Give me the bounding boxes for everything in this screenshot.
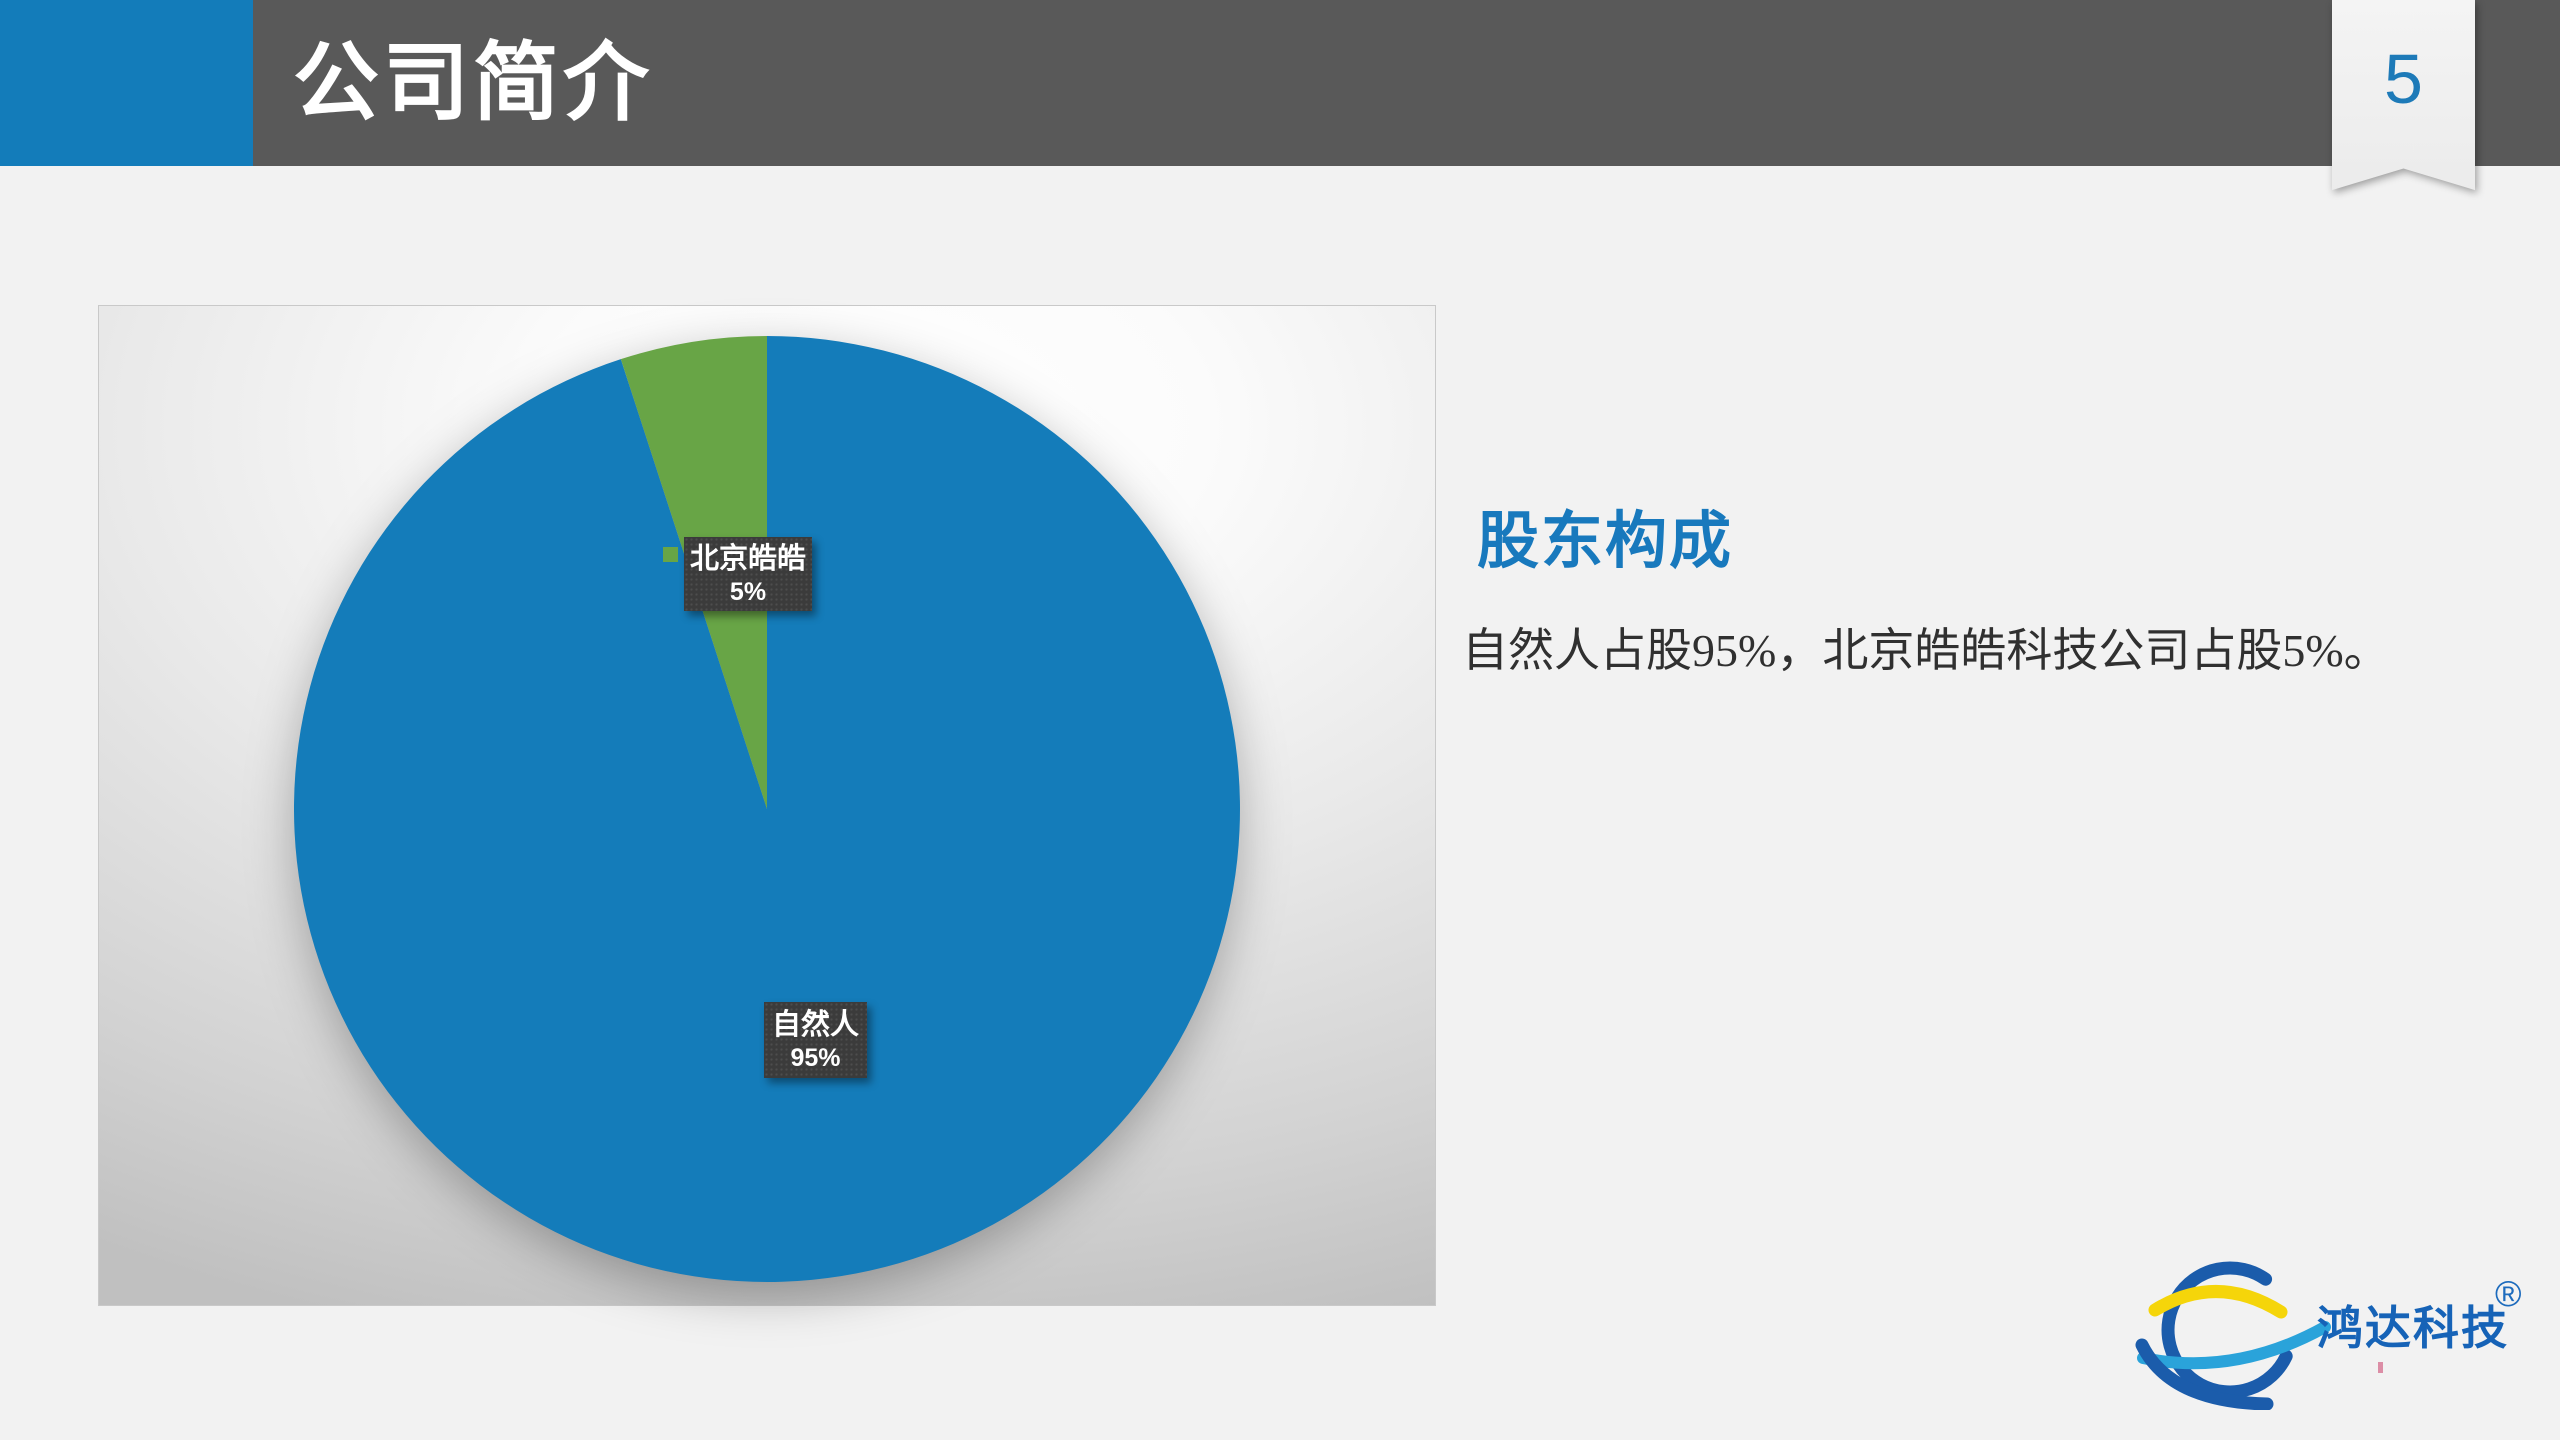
data-label-name: 北京皓皓: [689, 542, 806, 575]
data-label-minor-slice: 北京皓皓 5%: [684, 537, 812, 611]
data-label-major-slice: 自然人 95%: [764, 1002, 867, 1078]
company-logo: 鸿达科技 ®: [2125, 1250, 2545, 1425]
pie-chart-svg: [294, 336, 1240, 1282]
registered-mark-icon: ®: [2495, 1273, 2522, 1314]
legend-key-icon: [663, 547, 678, 562]
header-bar: 公司简介: [0, 0, 2560, 166]
bookmark-ribbon-shape: 5: [2332, 0, 2475, 191]
data-label-percent: 5%: [729, 578, 767, 607]
slide-title: 公司简介: [293, 35, 653, 131]
header-accent-block: [0, 0, 253, 166]
section-body-text: 自然人占股95%，北京皓皓科技公司占股5%。: [1462, 625, 2390, 676]
page-number-ribbon: 5: [2332, 0, 2475, 196]
data-label-percent: 95%: [790, 1044, 841, 1073]
logo-text: 鸿达科技: [2317, 1302, 2509, 1354]
section-heading: 股东构成: [1477, 507, 1734, 576]
logo-fine-print-mark: [2378, 1362, 2383, 1373]
page-number: 5: [2384, 40, 2423, 118]
data-label-name: 自然人: [771, 1008, 859, 1041]
globe-icon: [2135, 1261, 2331, 1410]
pie-chart-panel: 北京皓皓 5% 自然人 95%: [98, 305, 1436, 1306]
pie-slice-0: [294, 336, 1240, 1282]
